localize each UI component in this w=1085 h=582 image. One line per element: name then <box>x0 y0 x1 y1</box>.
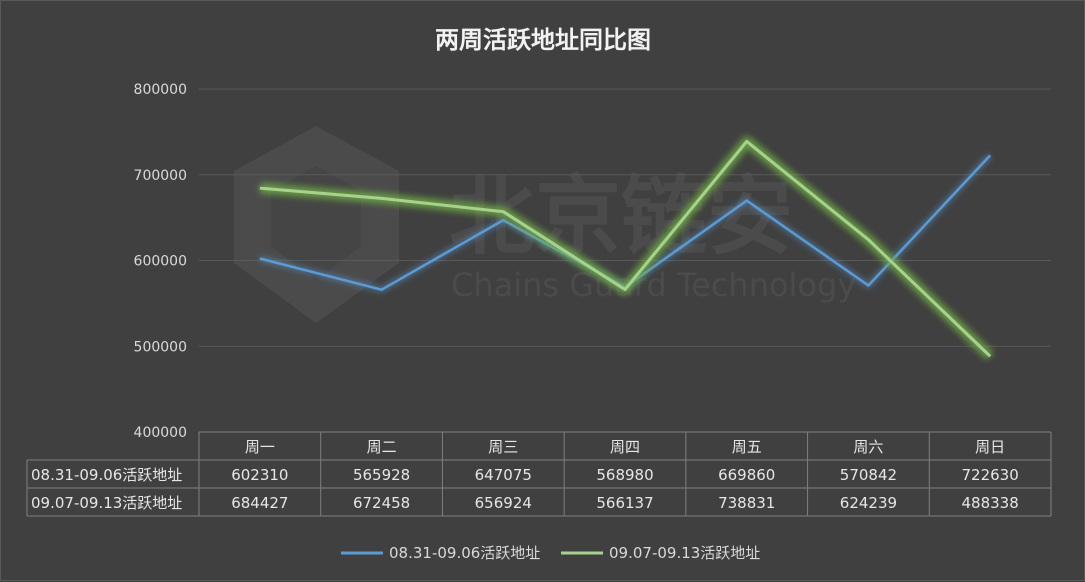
y-tick-label: 600000 <box>134 254 187 270</box>
data-label: 684427 <box>231 494 288 512</box>
watermark-en-text: Chains Guard Technology <box>451 266 856 304</box>
x-category-label: 周二 <box>367 438 397 456</box>
data-label: 566137 <box>596 494 653 512</box>
data-label: 565928 <box>353 466 410 484</box>
watermark-cn-text: 北京链安 <box>449 167 793 267</box>
table-series-label: 08.31-09.06活跃地址 <box>31 466 182 484</box>
series-2-line <box>259 139 992 358</box>
data-label: 647075 <box>475 466 532 484</box>
data-label: 568980 <box>596 466 653 484</box>
chart-title: 两周活跃地址同比图 <box>435 25 651 54</box>
gridlines <box>199 88 1051 347</box>
legend-label: 08.31-09.06活跃地址 <box>389 544 540 562</box>
y-tick-label: 700000 <box>134 168 187 184</box>
y-axis-ticks: 800000 700000 600000 500000 400000 <box>134 82 187 441</box>
data-label: 738831 <box>718 494 775 512</box>
legend: 08.31-09.06活跃地址 09.07-09.13活跃地址 <box>341 544 760 562</box>
x-category-label: 周三 <box>488 438 518 456</box>
data-label: 656924 <box>475 494 532 512</box>
data-label: 624239 <box>840 494 897 512</box>
x-category-label: 周五 <box>732 438 762 456</box>
y-tick-label: 800000 <box>134 82 187 98</box>
legend-label: 09.07-09.13活跃地址 <box>609 544 760 562</box>
x-category-label: 周一 <box>245 438 275 456</box>
x-category-label: 周六 <box>853 438 883 456</box>
table-series-label: 09.07-09.13活跃地址 <box>31 494 182 512</box>
data-label: 570842 <box>840 466 897 484</box>
data-label: 672458 <box>353 494 410 512</box>
data-label: 602310 <box>231 466 288 484</box>
data-label: 722630 <box>962 466 1019 484</box>
y-tick-label: 500000 <box>134 339 187 355</box>
series-lines <box>259 136 994 360</box>
data-label: 669860 <box>718 466 775 484</box>
x-category-label: 周日 <box>975 438 1005 456</box>
y-tick-label: 400000 <box>134 425 187 441</box>
x-category-label: 周四 <box>610 438 640 456</box>
data-table: 周一 周二 周三 周四 周五 周六 周日 08.31-09.06活跃地址 602310 56592… <box>26 431 1052 517</box>
data-label: 488338 <box>962 494 1019 512</box>
